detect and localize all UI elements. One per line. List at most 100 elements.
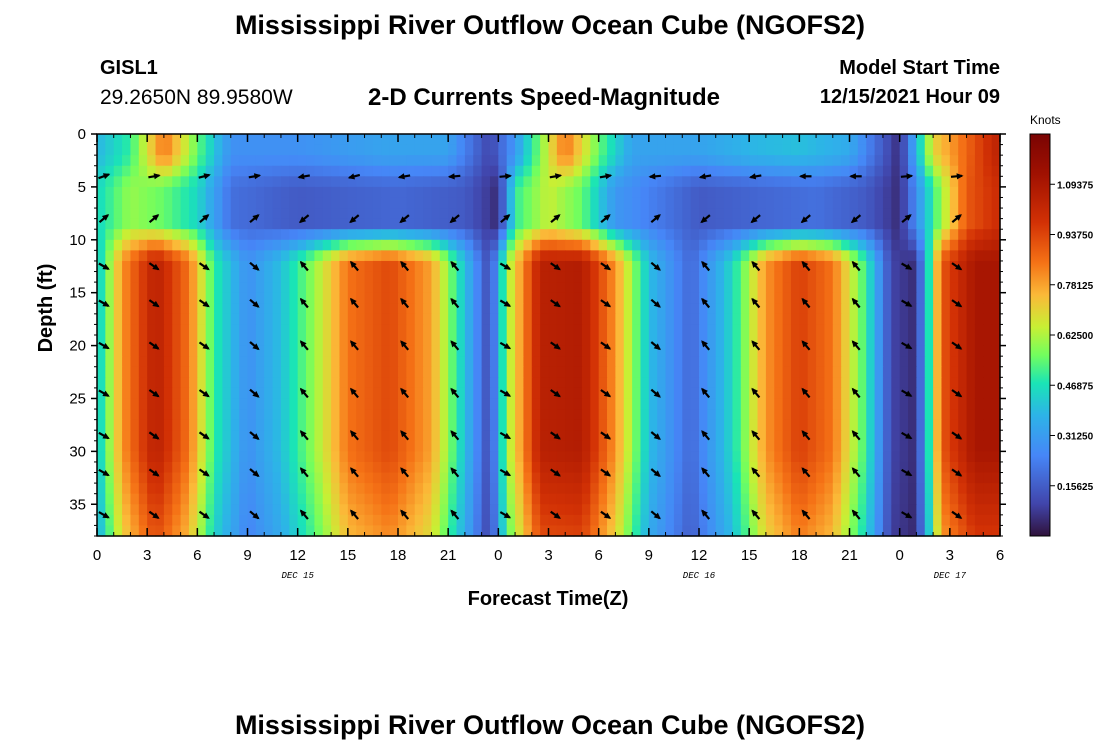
heatmap-cell	[113, 292, 123, 304]
heatmap-cell	[682, 356, 692, 368]
heatmap-cell	[966, 451, 976, 463]
heatmap-cell	[648, 366, 658, 378]
heatmap-cell	[924, 155, 934, 167]
heatmap-cell	[699, 165, 708, 177]
heatmap-cell	[398, 398, 407, 410]
x-tick-label: 12	[289, 547, 306, 564]
heatmap-cell	[581, 377, 591, 389]
current-arrow-head	[801, 297, 809, 305]
heatmap-cell	[222, 345, 232, 357]
heatmap-cell	[816, 525, 826, 537]
heatmap-cell	[949, 303, 959, 315]
heatmap-cell	[732, 324, 742, 336]
heatmap-cell	[623, 239, 633, 251]
heatmap-cell	[214, 430, 224, 442]
heatmap-cell	[172, 218, 182, 230]
heatmap-cell	[974, 345, 984, 357]
heatmap-cell	[515, 398, 525, 410]
heatmap-cell	[565, 514, 575, 527]
heatmap-cell	[347, 493, 357, 505]
heatmap-cell	[97, 483, 106, 495]
heatmap-cell	[765, 176, 775, 188]
heatmap-cell	[239, 271, 249, 283]
heatmap-cell	[866, 324, 876, 336]
heatmap-cell	[623, 271, 633, 283]
heatmap-cell	[531, 430, 541, 442]
heatmap-cell	[958, 440, 968, 452]
heatmap-cell	[247, 525, 257, 537]
heatmap-cell	[372, 229, 382, 241]
heatmap-cell	[983, 440, 993, 452]
heatmap-cell	[699, 324, 708, 336]
heatmap-cell	[214, 324, 224, 336]
heatmap-cell	[824, 377, 834, 389]
heatmap-cell	[230, 419, 240, 431]
heatmap-cell	[473, 313, 483, 326]
heatmap-cell	[657, 377, 667, 389]
heatmap-cell	[924, 356, 934, 368]
heatmap-cell	[322, 461, 332, 474]
heatmap-cell	[857, 356, 867, 368]
heatmap-cell	[506, 176, 516, 188]
heatmap-cell	[607, 430, 616, 442]
heatmap-cell	[974, 472, 984, 484]
heatmap-cell	[974, 430, 984, 442]
heatmap-cell	[147, 440, 157, 452]
heatmap-cell	[782, 514, 792, 527]
heatmap-cell	[297, 303, 307, 315]
heatmap-cell	[607, 324, 616, 336]
heatmap-cell	[933, 377, 943, 389]
heatmap-cell	[464, 324, 474, 336]
heatmap-cell	[958, 483, 968, 495]
heatmap-cell	[423, 377, 433, 389]
heatmap-cell	[130, 186, 140, 199]
heatmap-cell	[657, 282, 667, 294]
heatmap-cell	[523, 461, 533, 474]
heatmap-cell	[172, 514, 182, 527]
heatmap-cell	[481, 335, 491, 347]
heatmap-cell	[272, 176, 282, 188]
current-arrow-head	[603, 300, 612, 308]
heatmap-cell	[331, 260, 341, 273]
heatmap-cell	[105, 218, 115, 230]
heatmap-cell	[389, 430, 399, 442]
heatmap-cell	[205, 155, 215, 167]
heatmap-cell	[498, 472, 508, 484]
heatmap-cell	[147, 134, 157, 146]
heatmap-cell	[916, 461, 926, 474]
heatmap-cell	[757, 155, 767, 167]
heatmap-cell	[673, 324, 683, 336]
heatmap-cell	[715, 430, 725, 442]
heatmap-cell	[314, 282, 324, 294]
heatmap-cell	[682, 440, 692, 452]
heatmap-cell	[347, 165, 357, 177]
heatmap-cell	[657, 303, 667, 315]
heatmap-cell	[272, 345, 282, 357]
heatmap-cell	[933, 282, 943, 294]
heatmap-cell	[807, 419, 817, 431]
heatmap-cell	[749, 356, 759, 368]
heatmap-cell	[439, 176, 449, 188]
heatmap-cell	[757, 366, 767, 378]
heatmap-cell	[991, 282, 1001, 294]
heatmap-cell	[431, 398, 441, 410]
current-arrow-head	[252, 214, 260, 221]
heatmap-cell	[715, 440, 725, 452]
heatmap-cell	[473, 335, 483, 347]
heatmap-cell	[222, 366, 232, 378]
heatmap-cell	[531, 366, 541, 378]
heatmap-cell	[398, 144, 407, 156]
heatmap-cell	[381, 419, 391, 431]
current-arrow-head	[299, 509, 307, 517]
heatmap-cell	[841, 430, 851, 442]
heatmap-cell	[816, 292, 826, 304]
heatmap-cell	[607, 144, 616, 156]
heatmap-cell	[130, 461, 140, 474]
current-arrow-head	[503, 432, 512, 439]
heatmap-cell	[849, 356, 859, 368]
heatmap-cell	[97, 260, 106, 273]
heatmap-cell	[506, 144, 516, 156]
heatmap-cell	[113, 229, 123, 241]
current-arrow-head	[299, 467, 307, 475]
heatmap-cell	[239, 134, 249, 146]
